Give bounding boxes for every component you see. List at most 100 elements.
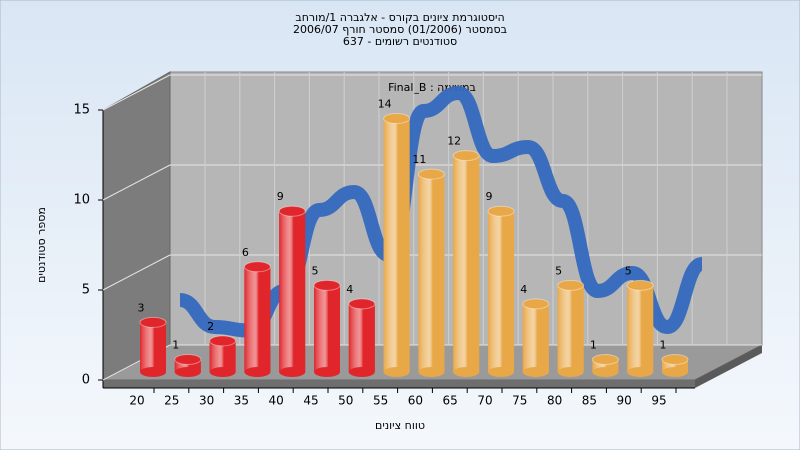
grid-line (102, 74, 171, 111)
bar-shade (314, 285, 340, 372)
bar (557, 279, 585, 377)
floor-side (695, 345, 762, 388)
x-tick-label: 85 (582, 394, 597, 408)
bar (383, 113, 411, 377)
chart-subtitle: סטודנטים רשומים - 637 (343, 35, 457, 48)
bar-top (278, 205, 306, 217)
x-tick-label: 40 (269, 394, 284, 408)
x-tick-label: 30 (199, 394, 214, 408)
y-tick-label: 10 (73, 193, 90, 208)
data-label: 3 (138, 301, 145, 314)
bar-shade (244, 266, 271, 372)
data-label: 4 (520, 283, 527, 296)
bar-base (522, 367, 549, 377)
bar (139, 316, 167, 377)
bar-top (557, 279, 585, 291)
bar-shade (418, 174, 445, 372)
bar (452, 150, 480, 377)
bar-top (452, 150, 480, 162)
bar-base (244, 367, 271, 377)
bar-base (418, 367, 445, 377)
bar-base (140, 367, 166, 377)
bar-shade (627, 285, 654, 372)
bar-top (139, 316, 167, 328)
data-label: 1 (172, 338, 179, 351)
data-label: 5 (312, 264, 319, 277)
bar-base (592, 367, 619, 377)
bar-base (662, 367, 688, 377)
bar-base (314, 367, 340, 377)
x-tick-label: 70 (477, 394, 492, 408)
x-tick-label: 75 (512, 394, 527, 408)
bar-base (453, 367, 480, 377)
bar (591, 353, 619, 377)
y-tick-label: 5 (82, 283, 90, 298)
bar-top (243, 261, 271, 273)
bar-shade (279, 211, 306, 372)
bar-top (591, 353, 619, 365)
bar-top (348, 298, 376, 310)
bar-top (209, 335, 237, 347)
bar-shade (209, 340, 236, 372)
data-label: 9 (486, 190, 493, 203)
bar (348, 298, 376, 377)
x-axis-label: טווח ציונים (375, 419, 425, 432)
chart-title: היסטוגרמת ציונים בקורס - אלגברה 1/מורחב (295, 11, 504, 24)
x-tick-label: 45 (303, 394, 318, 408)
trend-ribbon (178, 86, 705, 338)
bar-top (661, 353, 689, 365)
bar-top (522, 298, 550, 310)
bar-top (383, 113, 411, 125)
x-tick-label: 95 (651, 394, 666, 408)
data-label: 1 (660, 338, 667, 351)
data-label: 4 (346, 283, 353, 296)
bar-base (557, 367, 584, 377)
grid-line (102, 164, 171, 201)
bar-top (626, 279, 654, 291)
data-label: 2 (207, 320, 214, 333)
bar-top (417, 168, 445, 180)
x-tick-label: 90 (617, 394, 632, 408)
data-label: 11 (412, 153, 426, 166)
bar-top (487, 205, 515, 217)
bar-shade (557, 285, 584, 372)
bar (278, 205, 306, 377)
bar-base (174, 367, 201, 377)
chart-subtitle: בסמסטר (01/2006) סמסטר חורף 2006/07 (293, 23, 507, 36)
bar (313, 279, 341, 377)
bar (243, 261, 271, 377)
bar-top (174, 353, 202, 365)
x-tick-label: 55 (373, 394, 388, 408)
bar-top (313, 279, 341, 291)
x-tick-label: 65 (443, 394, 458, 408)
bar (417, 168, 445, 377)
data-label: 12 (447, 135, 461, 148)
bar-base (348, 367, 375, 377)
x-tick-label: 60 (408, 394, 423, 408)
data-label: 6 (242, 246, 249, 259)
bar-shade (522, 303, 549, 372)
bar-base (383, 367, 410, 377)
bar-shade (488, 211, 514, 372)
floor-edge (103, 380, 695, 388)
x-tick-label: 35 (234, 394, 249, 408)
bar-shade (140, 322, 166, 372)
x-tick-label: 25 (164, 394, 179, 408)
bar-base (279, 367, 306, 377)
bar-base (209, 367, 236, 377)
bar (626, 279, 654, 377)
y-tick-label: 15 (73, 103, 90, 118)
bar-shade (453, 155, 480, 372)
x-tick-label: 20 (129, 394, 144, 408)
data-label: 1 (590, 338, 597, 351)
bar (487, 205, 515, 377)
bar-shade (348, 303, 375, 372)
bar (522, 298, 550, 377)
bar-base (488, 367, 514, 377)
x-tick-label: 80 (547, 394, 562, 408)
y-axis-label: מספר סטודנטים (35, 207, 48, 283)
data-label: 5 (625, 264, 632, 277)
data-label: 5 (555, 264, 562, 277)
x-tick-label: 50 (338, 394, 353, 408)
